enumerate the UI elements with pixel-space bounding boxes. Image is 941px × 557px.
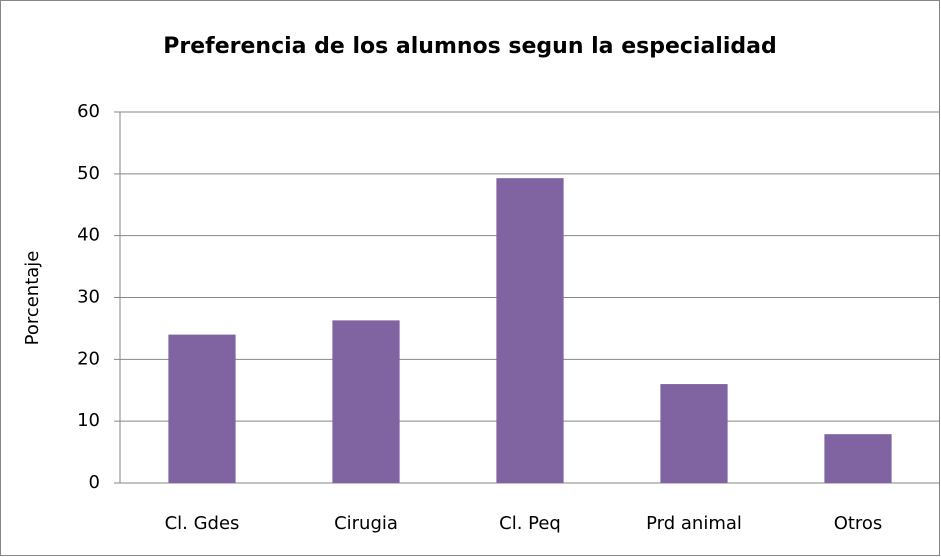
bar (496, 178, 564, 483)
bar (824, 434, 892, 483)
x-tick-label: Cirugia (334, 513, 398, 534)
chart-title: Preferencia de los alumnos segun la espe… (163, 34, 776, 59)
bar (168, 334, 236, 483)
bar (332, 320, 400, 483)
x-tick-label: Cl. Gdes (165, 513, 240, 534)
x-tick-label: Cl. Peq (499, 513, 561, 534)
y-tick-label: 0 (89, 472, 100, 493)
y-tick-label: 20 (77, 348, 100, 369)
y-tick-label: 40 (77, 225, 100, 246)
y-tick-label: 30 (77, 287, 100, 308)
bar (660, 384, 728, 483)
y-tick-label: 50 (77, 163, 100, 184)
y-axis-label: Porcentaje (22, 251, 43, 346)
y-tick-label: 10 (77, 410, 100, 431)
x-tick-label: Otros (834, 513, 883, 534)
x-tick-label: Prd animal (646, 513, 742, 534)
y-tick-label: 60 (77, 101, 100, 122)
